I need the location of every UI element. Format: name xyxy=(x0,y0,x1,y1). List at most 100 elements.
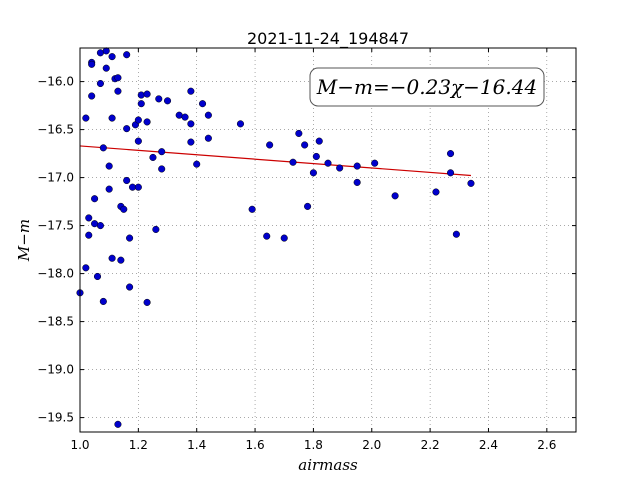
data-point xyxy=(187,138,195,146)
data-point xyxy=(126,283,134,291)
data-point xyxy=(134,137,142,145)
data-point xyxy=(163,97,172,105)
data-point xyxy=(187,87,195,95)
data-point xyxy=(236,120,245,128)
axis-ticks: 1.0 1.2 1.4 1.6 1.8 2.0 2.2 2.4 2.6 −16.0 −16.5 −17… xyxy=(37,48,576,452)
data-point xyxy=(102,64,110,72)
data-point xyxy=(467,179,475,187)
data-point xyxy=(295,129,303,137)
data-point xyxy=(137,100,145,108)
y-tick-label: −17.0 xyxy=(37,171,74,185)
data-point xyxy=(198,100,207,108)
y-tick-label: −16.5 xyxy=(37,123,74,137)
data-point xyxy=(263,232,271,240)
data-point xyxy=(105,185,113,193)
data-point xyxy=(446,169,455,177)
data-point xyxy=(96,79,104,88)
data-point xyxy=(158,165,166,173)
data-point xyxy=(123,51,131,59)
x-tick-label: 1.6 xyxy=(246,438,265,452)
data-points xyxy=(76,47,475,428)
annotation-box xyxy=(309,67,545,107)
data-point xyxy=(432,188,440,196)
x-tick-label: 2.4 xyxy=(479,438,498,452)
y-tick-label: −16.0 xyxy=(37,75,74,89)
x-tick-label: 2.6 xyxy=(537,438,556,452)
data-point xyxy=(108,254,116,262)
data-point xyxy=(181,113,189,121)
data-point xyxy=(82,114,90,122)
data-point xyxy=(193,160,201,168)
fit-annotation: M−m=−0.23χ−16.44 xyxy=(309,67,545,107)
data-point xyxy=(353,162,361,170)
data-point xyxy=(289,158,297,166)
data-point xyxy=(134,116,142,124)
data-point xyxy=(99,297,107,305)
x-tick-label: 1.0 xyxy=(70,438,89,452)
data-point xyxy=(158,148,166,156)
y-axis-label: M−m xyxy=(15,219,33,262)
data-point xyxy=(143,90,151,98)
fit-equation: M−m=−0.23χ−16.44 xyxy=(316,75,537,99)
data-point xyxy=(102,47,110,55)
chart-title: 2021-11-24_194847 xyxy=(247,29,409,49)
data-point xyxy=(85,214,93,222)
gridlines xyxy=(79,48,576,432)
data-point xyxy=(93,272,102,281)
data-point xyxy=(155,95,163,103)
data-point xyxy=(96,222,104,230)
data-point xyxy=(248,205,256,213)
x-axis-label: airmass xyxy=(298,456,358,474)
data-point xyxy=(88,60,96,68)
data-point xyxy=(126,234,134,242)
data-point xyxy=(312,152,320,161)
data-point xyxy=(391,192,399,200)
data-point xyxy=(85,231,93,239)
x-tick-label: 2.2 xyxy=(421,438,440,452)
y-tick-label: −19.5 xyxy=(37,411,74,425)
y-tick-label: −19.0 xyxy=(37,363,74,377)
data-point xyxy=(82,264,90,272)
data-point xyxy=(88,92,96,100)
data-point xyxy=(105,162,113,170)
plot-area xyxy=(80,48,576,432)
data-point xyxy=(301,141,309,149)
data-point xyxy=(114,87,122,95)
data-point xyxy=(371,159,379,167)
y-tick-label: −18.0 xyxy=(37,267,74,281)
data-point xyxy=(123,125,131,133)
data-point xyxy=(280,234,288,242)
data-point xyxy=(324,159,332,167)
data-point xyxy=(114,74,122,82)
data-point xyxy=(452,230,460,238)
data-point xyxy=(91,195,99,203)
x-tick-label: 1.2 xyxy=(129,438,148,452)
data-point xyxy=(120,205,128,213)
fit-line-group xyxy=(79,145,472,177)
fit-line xyxy=(79,145,472,177)
data-point xyxy=(309,169,317,177)
x-tick-label: 2.0 xyxy=(362,438,381,452)
data-point xyxy=(152,225,160,233)
data-point xyxy=(108,53,116,61)
data-point xyxy=(149,153,157,161)
y-tick-label: −18.5 xyxy=(37,315,74,329)
plot-frame xyxy=(79,47,577,433)
data-point xyxy=(117,256,125,264)
data-point xyxy=(134,183,142,191)
y-tick-label: −17.5 xyxy=(37,219,74,233)
data-point xyxy=(304,202,312,210)
x-tick-label: 1.4 xyxy=(187,438,206,452)
data-point xyxy=(204,134,212,142)
data-point xyxy=(137,91,145,99)
data-point xyxy=(315,137,323,145)
data-point xyxy=(143,298,151,306)
data-point xyxy=(446,150,455,158)
data-point xyxy=(99,144,107,152)
data-point xyxy=(266,141,274,149)
data-point xyxy=(204,111,212,119)
x-tick-label: 1.8 xyxy=(304,438,323,452)
data-point xyxy=(108,114,116,122)
data-point xyxy=(353,178,361,186)
